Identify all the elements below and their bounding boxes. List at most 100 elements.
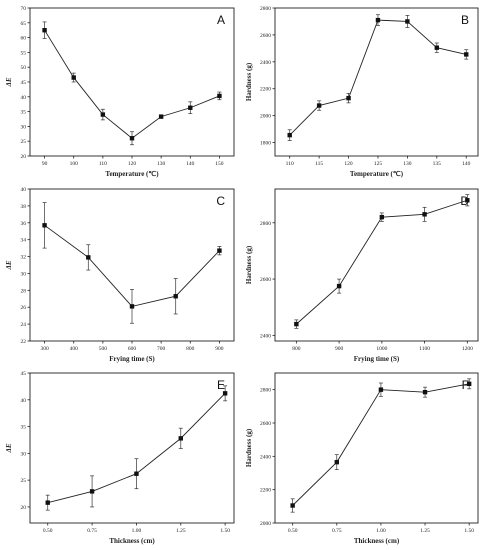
data-point	[42, 28, 47, 33]
y-tick-label: 40	[21, 187, 27, 193]
x-tick-label: 140	[186, 161, 195, 167]
x-tick-label: 120	[128, 161, 137, 167]
y-tick-label: 2800	[260, 221, 271, 227]
y-tick-label: 25	[21, 139, 27, 145]
x-axis-title: Thickness (cm)	[354, 537, 400, 545]
data-point	[222, 391, 228, 396]
y-tick-label: 65	[21, 21, 27, 27]
data-point	[379, 214, 385, 220]
y-axis-title: ΔE	[5, 443, 13, 453]
panel-label: B	[461, 13, 469, 27]
y-tick-label: 35	[21, 110, 27, 116]
panel-label: E	[217, 378, 225, 392]
x-tick-label: 1.25	[420, 528, 430, 534]
x-tick-label: 800	[292, 346, 301, 352]
y-tick-label: 32	[21, 255, 27, 261]
data-point	[129, 136, 135, 141]
y-axis-title: Hardness (g)	[245, 62, 253, 101]
y-tick-label: 28	[21, 288, 27, 294]
x-tick-label: 120	[344, 161, 353, 167]
y-tick-label: 35	[21, 425, 27, 431]
x-axis-title: Frying time (S)	[109, 355, 155, 363]
plot-frame	[274, 7, 479, 157]
panel-label: C	[216, 194, 225, 208]
chart-panel-b: 110 115 120 125 130 135 140 1800 2000 2200 2400 260…	[245, 6, 479, 178]
y-tick-label: 24	[21, 322, 27, 328]
series-line	[292, 383, 470, 506]
series-line	[289, 19, 467, 136]
x-tick-label: 115	[315, 161, 323, 167]
y-tick-label: 2200	[260, 87, 271, 93]
y-tick-label: 50	[21, 65, 27, 71]
chart-panel-f: 0.50 0.75 1.00 1.25 1.50 2000 2200 2400 2600 2800…	[245, 372, 479, 545]
y-tick-label: 40	[21, 95, 27, 101]
x-tick-label: 90	[42, 161, 48, 167]
y-tick-label: 2800	[260, 6, 271, 12]
y-tick-label: 20	[21, 154, 27, 160]
data-point	[217, 93, 222, 99]
data-point	[375, 17, 381, 23]
data-point	[422, 389, 428, 395]
data-point	[217, 248, 222, 253]
x-tick-label: 700	[157, 346, 166, 352]
x-tick-label: 600	[128, 346, 137, 352]
x-tick-label: 0.50	[288, 528, 298, 534]
data-point	[405, 19, 410, 24]
y-tick-label: 2400	[260, 60, 271, 66]
x-tick-label: 1.00	[132, 528, 142, 534]
y-axis-title: Hardness (g)	[245, 428, 253, 467]
chart-panel-e: 0.50 0.75 1.00 1.25 1.50 20 25 30 35 40 45 Thicknes…	[5, 371, 235, 545]
x-tick-label: 400	[70, 346, 79, 352]
y-tick-label: 30	[21, 451, 27, 457]
x-axis-title: Temperature (℃)	[105, 170, 159, 178]
y-tick-label: 45	[21, 80, 27, 86]
data-point	[434, 45, 440, 50]
data-point	[346, 95, 351, 101]
data-point	[89, 489, 95, 494]
y-tick-label: 2000	[260, 114, 271, 120]
x-tick-label: 0.75	[87, 528, 97, 534]
data-point	[336, 283, 342, 289]
x-tick-label: 1.25	[176, 528, 186, 534]
y-tick-label: 30	[21, 124, 27, 130]
y-tick-label: 2400	[260, 333, 271, 339]
y-tick-label: 2600	[260, 421, 271, 427]
data-point	[290, 503, 295, 508]
data-point	[334, 459, 339, 465]
x-tick-label: 900	[215, 346, 224, 352]
y-tick-label: 38	[21, 204, 27, 210]
y-tick-label: 60	[21, 36, 27, 42]
plot-frame	[29, 372, 235, 524]
y-tick-label: 2400	[260, 454, 271, 460]
y-tick-label: 2600	[260, 277, 271, 283]
panel-label: A	[217, 13, 225, 27]
data-point	[466, 381, 472, 387]
y-tick-label: 2000	[260, 521, 271, 527]
data-point	[464, 52, 469, 57]
data-point	[129, 304, 135, 309]
x-tick-label: 1100	[419, 346, 430, 352]
data-point	[316, 103, 322, 108]
data-point	[188, 105, 193, 110]
data-point	[100, 112, 106, 117]
series-line	[44, 29, 220, 139]
x-tick-label: 125	[374, 161, 383, 167]
y-axis-title: ΔE	[5, 77, 13, 87]
y-tick-label: 55	[21, 50, 27, 56]
x-tick-label: 110	[286, 161, 294, 167]
x-tick-label: 900	[335, 346, 344, 352]
x-tick-label: 150	[215, 161, 224, 167]
data-point	[378, 387, 384, 392]
y-tick-label: 36	[21, 221, 27, 227]
y-tick-label: 40	[21, 398, 27, 404]
plot-frame	[274, 188, 479, 342]
y-axis-title: ΔE	[5, 260, 13, 270]
data-point	[422, 212, 427, 217]
x-tick-label: 1000	[376, 346, 387, 352]
x-tick-label: 130	[157, 161, 166, 167]
y-tick-label: 45	[21, 371, 27, 377]
x-tick-label: 800	[186, 346, 195, 352]
data-point	[294, 321, 299, 327]
data-point	[45, 500, 50, 505]
y-tick-label: 34	[21, 238, 27, 244]
